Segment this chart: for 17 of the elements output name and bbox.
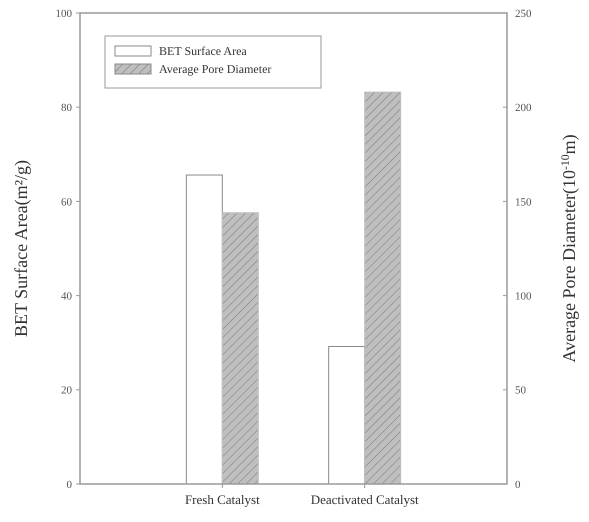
legend-label: Average Pore Diameter	[159, 62, 272, 76]
y2-tick-label: 250	[515, 8, 532, 20]
y-tick-label: 80	[61, 102, 72, 114]
y2-tick-label: 200	[515, 102, 532, 114]
y-axis-title: BET Surface Area(m²/g)	[11, 160, 31, 338]
y-tick-label: 100	[56, 8, 72, 20]
y2-tick-label: 0	[515, 478, 521, 491]
x-tick-label: Fresh Catalyst	[184, 492, 260, 507]
y-tick-label: 0	[66, 478, 72, 491]
y2-tick-label: 50	[515, 384, 526, 397]
y2-tick-label: 150	[515, 196, 532, 208]
y-tick-label: 40	[61, 290, 72, 302]
y-tick-label: 20	[61, 384, 72, 397]
y-tick-label: 60	[61, 196, 72, 208]
x-tick-label: Deactivated Catalyst	[310, 492, 420, 507]
y2-tick-label: 100	[515, 290, 532, 302]
legend-label: BET Surface Area	[159, 44, 248, 58]
